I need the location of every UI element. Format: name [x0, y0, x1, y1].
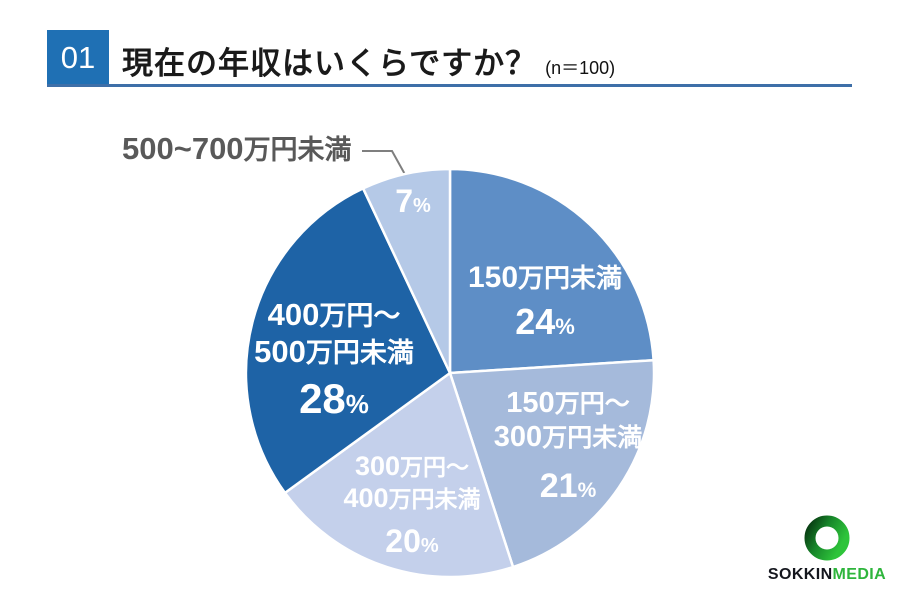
label-segment: 500~700	[122, 131, 244, 166]
label-line: 300万円未満	[494, 420, 642, 454]
label-segment: %	[577, 479, 597, 503]
label-segment: %	[413, 195, 431, 217]
pie-slice-4	[361, 167, 452, 375]
pie-label-500-700-percent: 7%	[395, 183, 431, 221]
pie-slice-1	[448, 358, 656, 569]
label-line: 24%	[468, 301, 622, 343]
pie-label-150-300: 150万円～ 300万円未満 21%	[494, 386, 642, 507]
label-segment: 150	[506, 387, 555, 419]
label-segment: %	[420, 534, 439, 557]
logo-ring-icon	[804, 515, 850, 561]
section-number-badge: 01	[47, 30, 109, 85]
label-segment: 万円未満	[388, 485, 481, 512]
label-segment: 300	[493, 421, 543, 454]
label-segment: 万円未満	[243, 135, 352, 165]
pie-slice-0	[448, 167, 655, 375]
label-segment: 万円未満	[305, 337, 414, 368]
pie-slice-3	[244, 187, 452, 495]
label-line: 400万円～	[254, 297, 414, 334]
logo-text-sokkin: SOKKIN	[767, 566, 833, 583]
label-segment: 150	[467, 261, 519, 294]
logo-wordmark: SOKKINMEDIA	[768, 566, 886, 584]
label-line: 300万円～	[343, 451, 480, 483]
callout-label-500-700: 500~700万円未満	[122, 131, 352, 166]
pie-label-300-400: 300万円～ 400万円未満 20%	[343, 451, 480, 560]
label-segment: 万円未満	[518, 263, 623, 293]
title-underline	[47, 84, 852, 87]
label-segment: %	[345, 389, 369, 420]
title-text: 現在の年収はいくらですか？	[122, 46, 538, 81]
label-segment: 300	[354, 451, 401, 481]
label-line: 500万円未満	[254, 334, 414, 371]
pie-chart	[244, 167, 656, 579]
label-segment: 21	[539, 467, 578, 506]
logo-text-media: MEDIA	[832, 566, 887, 583]
label-segment: 万円～	[319, 301, 401, 331]
pie-slice-2	[283, 371, 515, 579]
label-segment: 400	[267, 297, 320, 332]
label-line: 20%	[343, 523, 480, 561]
label-segment: 万円未満	[542, 424, 643, 453]
sample-size: (n＝100)	[545, 58, 616, 78]
label-segment: 20	[385, 522, 421, 559]
label-line: 500~700万円未満	[122, 131, 352, 166]
label-line: 21%	[494, 466, 642, 506]
label-segment: 24	[515, 301, 556, 343]
label-line: 7%	[395, 183, 431, 221]
brand-logo: SOKKINMEDIA	[768, 510, 895, 590]
label-segment: 28	[299, 375, 346, 423]
label-line: 28%	[254, 374, 414, 424]
label-segment: 500	[254, 333, 306, 369]
label-segment: 7	[395, 183, 413, 219]
label-segment: 400	[343, 482, 389, 513]
label-line: 400万円未満	[343, 483, 480, 515]
label-segment: %	[555, 314, 575, 340]
page-title: 現在の年収はいくらですか？ (n＝100)	[122, 38, 615, 83]
label-line: 150万円～	[494, 386, 642, 420]
label-line: 150万円未満	[468, 260, 622, 295]
pie-label-under-150: 150万円未満 24%	[468, 260, 622, 344]
label-segment: 万円～	[400, 454, 470, 480]
pie-label-400-500: 400万円～ 500万円未満 28%	[254, 297, 414, 424]
label-segment: 万円～	[554, 390, 630, 418]
